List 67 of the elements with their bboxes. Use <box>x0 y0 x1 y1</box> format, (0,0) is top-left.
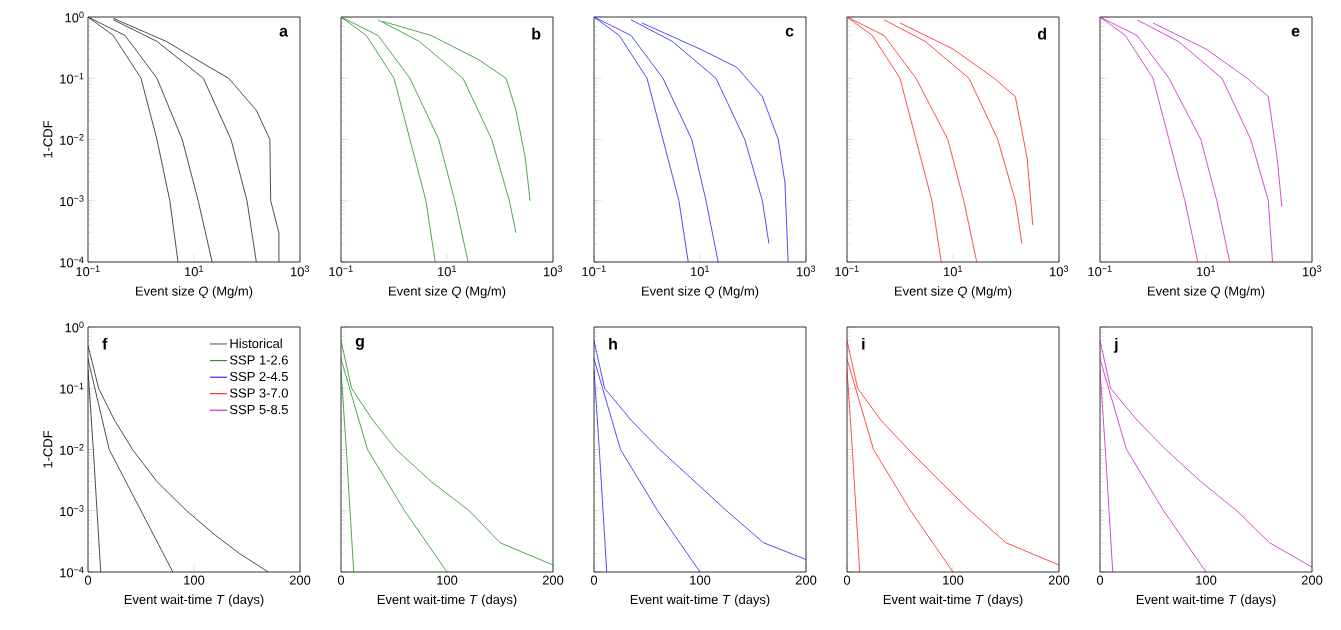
x-axis-title: Event size Q (Mg/m) <box>136 286 253 299</box>
legend-label: SSP 2-4.5 <box>230 371 288 382</box>
x-tick-label: 100 <box>943 575 964 585</box>
x-tick-label: 10$^{−1}$ <box>76 265 100 277</box>
annotation: h <box>609 337 617 350</box>
annotation: a <box>279 27 289 37</box>
x-tick-label: 0 <box>843 575 851 585</box>
legend-label: SSP 1-2.6 <box>230 355 288 365</box>
annotation: g <box>355 337 364 350</box>
y-tick-label: 10$^{−4}$ <box>60 566 84 578</box>
x-tick-label: 10$^{−1}$ <box>1088 265 1112 277</box>
y-tick-label: 10$^{−3}$ <box>60 505 84 517</box>
x-axis-title: Event size Q (Mg/m) <box>895 286 1012 299</box>
y-tick-label: 10$^{−3}$ <box>60 195 84 207</box>
legend-label: SSP 5-8.5 <box>230 404 288 415</box>
x-tick-label: 200 <box>795 575 817 585</box>
legend-label: Historical <box>230 338 282 349</box>
x-tick-label: 200 <box>289 575 311 585</box>
x-axis-title: Event wait-time T (days) <box>1136 594 1276 607</box>
y-tick-label: 10$^{0}$ <box>65 321 84 333</box>
x-axis-title: Event size Q (Mg/m) <box>642 286 759 299</box>
y-tick-label: 10$^{−1}$ <box>60 382 84 394</box>
x-axis-title: Event wait-time T (days) <box>377 594 517 607</box>
annotation: j <box>1113 337 1118 353</box>
x-axis-title: Event wait-time T (days) <box>883 594 1023 607</box>
x-tick-label: 10$^{1}$ <box>185 265 204 277</box>
x-tick-label: 10$^{1}$ <box>1197 265 1216 277</box>
x-tick-label: 200 <box>1301 575 1323 585</box>
annotation: f <box>102 337 108 350</box>
x-tick-label: 100 <box>437 575 458 585</box>
x-axis-title: Event wait-time T (days) <box>124 594 264 607</box>
y-tick-label: 10$^{−4}$ <box>60 256 84 268</box>
x-axis-title: Event size Q (Mg/m) <box>389 286 506 299</box>
x-tick-label: 10$^{3}$ <box>797 265 816 277</box>
annotation: b <box>532 27 541 40</box>
x-tick-label: 200 <box>1048 575 1070 585</box>
y-tick-label: 10$^{−2}$ <box>60 444 84 455</box>
x-axis-title: Event size Q (Mg/m) <box>1148 286 1265 299</box>
y-tick-label: 10$^{0}$ <box>65 11 84 23</box>
x-tick-label: 200 <box>542 575 564 585</box>
x-tick-label: 10$^{1}$ <box>691 265 710 277</box>
x-tick-label: 100 <box>1196 575 1217 585</box>
annotation: i <box>862 337 865 350</box>
x-tick-label: 0 <box>84 575 92 585</box>
x-tick-label: 100 <box>184 575 205 585</box>
x-tick-label: 10$^{−1}$ <box>582 265 606 277</box>
x-tick-label: 10$^{1}$ <box>944 265 963 277</box>
y-tick-label: 10$^{−2}$ <box>60 134 84 145</box>
x-tick-label: 10$^{3}$ <box>1050 265 1069 277</box>
x-tick-label: 10$^{3}$ <box>544 265 563 277</box>
x-tick-label: 0 <box>590 575 598 585</box>
x-tick-label: 10$^{−1}$ <box>835 265 859 277</box>
y-tick-label: 10$^{−1}$ <box>60 72 84 84</box>
x-tick-label: 100 <box>690 575 711 585</box>
y-axis-title: 1-CDF <box>43 120 53 158</box>
x-tick-label: 10$^{3}$ <box>1303 265 1322 277</box>
annotation: c <box>785 27 794 37</box>
annotation: e <box>1291 27 1300 37</box>
x-tick-label: 10$^{3}$ <box>291 265 310 277</box>
legend-label: SSP 3-7.0 <box>230 388 288 398</box>
x-tick-label: 0 <box>337 575 345 585</box>
x-tick-label: 10$^{−1}$ <box>329 265 353 277</box>
x-tick-label: 10$^{1}$ <box>438 265 457 277</box>
y-axis-title: 1-CDF <box>43 430 53 468</box>
x-axis-title: Event wait-time T (days) <box>630 594 770 607</box>
x-tick-label: 0 <box>1096 575 1104 585</box>
annotation: d <box>1037 27 1046 40</box>
